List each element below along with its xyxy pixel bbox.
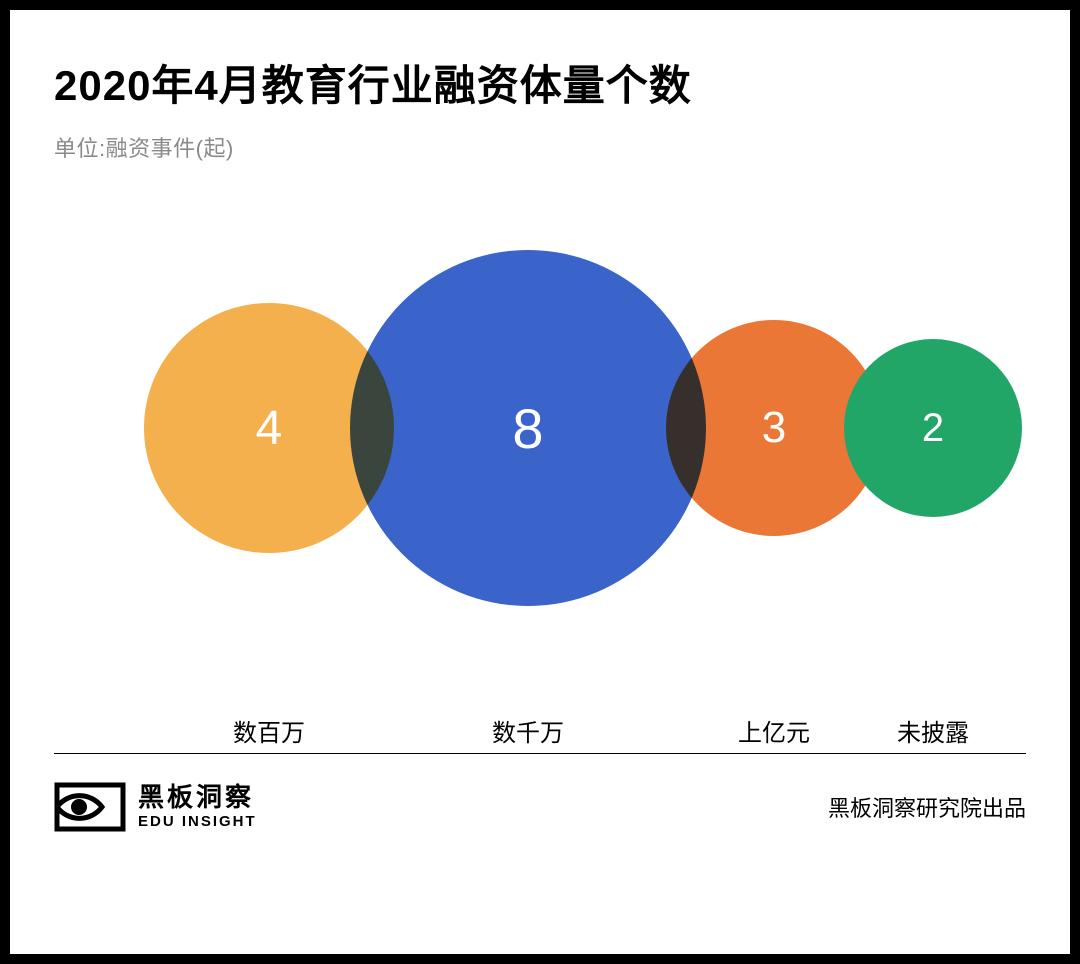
page-title: 2020年4月教育行业融资体量个数 bbox=[54, 52, 1026, 113]
footer-credit: 黑板洞察研究院出品 bbox=[828, 791, 1026, 823]
bubble-category-label: 数千万 bbox=[492, 713, 564, 748]
bubble-value: 8 bbox=[512, 396, 543, 461]
brand-name-en: EDU INSIGHT bbox=[138, 813, 257, 830]
bubble-category-label: 上亿元 bbox=[738, 713, 810, 748]
bubble-value: 2 bbox=[922, 406, 944, 451]
bubble-category-label: 数百万 bbox=[233, 713, 305, 748]
chart-subtitle-unit: 单位:融资事件(起) bbox=[54, 131, 1026, 163]
bubble-value: 4 bbox=[256, 401, 283, 456]
bubble-value: 3 bbox=[762, 403, 786, 453]
bubble-3: 2 bbox=[844, 339, 1022, 517]
brand-name-cn: 黑板洞察 bbox=[138, 783, 257, 813]
bubble-category-label: 未披露 bbox=[897, 713, 969, 748]
edu-insight-eye-icon bbox=[54, 782, 126, 832]
chart-infographic-frame: 2020年4月教育行业融资体量个数 单位:融资事件(起) 4 数百万 8 数千万 3 上亿… bbox=[0, 0, 1080, 964]
brand-logo-text: 黑板洞察 EDU INSIGHT bbox=[138, 783, 257, 830]
brand-logo: 黑板洞察 EDU INSIGHT bbox=[54, 782, 257, 832]
footer: 黑板洞察 EDU INSIGHT 黑板洞察研究院出品 bbox=[54, 754, 1026, 832]
bubble-chart: 4 数百万 8 数千万 3 上亿元 2 未披露 bbox=[54, 193, 1026, 753]
bubble-1: 8 bbox=[350, 250, 706, 606]
